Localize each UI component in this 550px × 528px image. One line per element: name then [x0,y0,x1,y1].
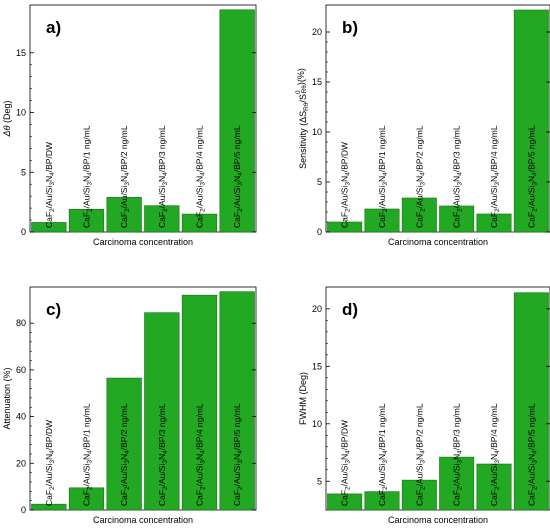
bar-label-5: CaF2/Au/Si3N4/BP/4 ng/mL [195,125,207,228]
bar-4 [144,205,180,233]
bar-label-6: CaF2/Au/Si3N4/BP/5 ng/mL [232,403,244,506]
bar-label-4: CaF2/Au/Si3N4/BP/3 ng/mL [452,403,464,506]
bar-label-5: CaF2/Au/Si3N4/BP/4 ng/mL [489,125,501,228]
bar-2 [364,208,400,233]
chart-panel-4: CaF2/Au/Si3N4/BP/DW CaF2/Au/Si3N4/BP/1 ng… [298,286,550,525]
x-axis-label: Carcinoma concentration [93,515,193,525]
bar-3 [106,197,142,233]
bar-3 [106,377,142,511]
plot-frame [29,4,257,233]
bar-label-4: CaF2/Au/Si3N4/BP/3 ng/mL [452,125,464,228]
bar-label-2: CaF2/Au/Si3N4/BP/1 ng/mL [82,403,94,506]
y-tick-label: 15 [312,77,322,87]
bar-1 [327,493,363,511]
bar-5 [476,463,512,511]
chart-panel-3: CaF2/Au/Si3N4/BP/DW CaF2/Au/Si3N4/BP/1 ng… [2,286,257,525]
panel-label: d) [342,300,358,319]
bar-4 [144,312,180,511]
bar-3 [401,479,437,511]
bar-4 [439,205,475,233]
bar-label-5: CaF2/Au/Si3N4/BP/4 ng/mL [489,403,501,506]
x-axis-label: Carcinoma concentration [388,515,488,525]
y-tick-label: 60 [16,365,26,375]
chart-panel-2: CaF2/Au/Si3N4/BP/DW CaF2/Au/Si3N4/BP/1 ng… [295,4,550,247]
y-axis-label: Sensitivity (ΔSRθ/S0Rθ)(%) [295,68,310,169]
bar-label-5: CaF2/Au/Si3N4/BP/4 ng/mL [195,403,207,506]
y-tick-label: 10 [16,108,26,118]
bar-2 [364,491,400,511]
y-tick-label: 5 [21,167,26,177]
y-tick-label: 10 [312,419,322,429]
x-axis-label: Carcinoma concentration [93,237,193,247]
bar-5 [181,213,218,233]
plot-frame [325,286,550,511]
bar-label-2: CaF2/Au/Si3N4/BP/1 ng/mL [377,125,389,228]
bar-1 [327,221,363,233]
y-tick-label: 10 [312,127,322,137]
y-tick-label: 0 [21,227,26,237]
y-axis-label: Δθ (Deg) [2,101,12,138]
bar-label-3: CaF2/Au/Si3N4/BP/2 ng/mL [414,125,426,228]
bar-2 [68,209,105,233]
bar-label-6: CaF2/Au/Si3N4/BP/5 ng/mL [232,125,244,228]
bar-4 [439,456,475,511]
y-tick-label: 80 [16,318,26,328]
bar-label-1: CaF2/Au/Si3N4/BP/DW [44,420,56,506]
y-tick-label: 20 [312,304,322,314]
bar-label-2: CaF2/Au/Si3N4/BP/1 ng/mL [377,403,389,506]
panel-label: b) [342,18,358,37]
y-tick-label: 0 [317,227,322,237]
bar-label-4: CaF2/Au/Si3N4/BP/3 ng/mL [157,125,169,228]
bar-label-6: CaF2/Au/Si3N4/BP/5 ng/mL [526,125,538,228]
x-axis-label: Carcinoma concentration [388,237,488,247]
plot-frame [325,4,550,233]
bar-label-2: CaF2/Au/Si3N4/BP/1 ng/mL [82,125,94,228]
bar-label-3: CaF2/Au/Si3N4/BP/2 ng/mL [119,403,131,506]
bar-1 [31,503,67,511]
bar-label-3: CaF2/Au/Si3N4/BP/2 ng/mL [119,125,131,228]
panel-label: c) [46,300,61,319]
bar-5 [476,213,512,233]
bar-label-4: CaF2/Au/Si3N4/BP/3 ng/mL [157,403,169,506]
y-axis-label: FWHM (Deg) [298,372,308,425]
y-axis-label: Attenuation (%) [2,367,12,429]
bar-3 [401,197,437,233]
y-tick-label: 0 [21,505,26,515]
bar-label-1: CaF2/Au/Si3N4/BP/DW [340,420,352,506]
y-tick-label: 5 [317,177,322,187]
y-tick-label: 5 [317,476,322,486]
bar-5 [181,294,218,511]
panel-label: a) [46,18,61,37]
y-tick-label: 15 [16,48,26,58]
chart-panel-1: CaF2/Au/Si3N4/BP/DW CaF2/Au/Si3N4/BP/1 ng… [2,4,257,247]
y-tick-label: 15 [312,361,322,371]
bar-2 [68,487,105,511]
bar-6 [219,291,255,511]
bar-6 [513,9,549,233]
bar-6 [219,9,255,233]
y-tick-label: 40 [16,412,26,422]
bar-label-1: CaF2/Au/Si3N4/BP/DW [44,142,56,228]
y-tick-label: 20 [312,27,322,37]
bar-label-1: CaF2/Au/Si3N4/BP/DW [340,142,352,228]
bar-label-3: CaF2/Au/Si3N4/BP/2 ng/mL [414,403,426,506]
bar-1 [31,222,67,233]
plot-frame [29,286,257,511]
y-tick-label: 20 [16,458,26,468]
bar-6 [513,292,549,511]
bar-label-6: CaF2/Au/Si3N4/BP/5 ng/mL [526,403,538,506]
